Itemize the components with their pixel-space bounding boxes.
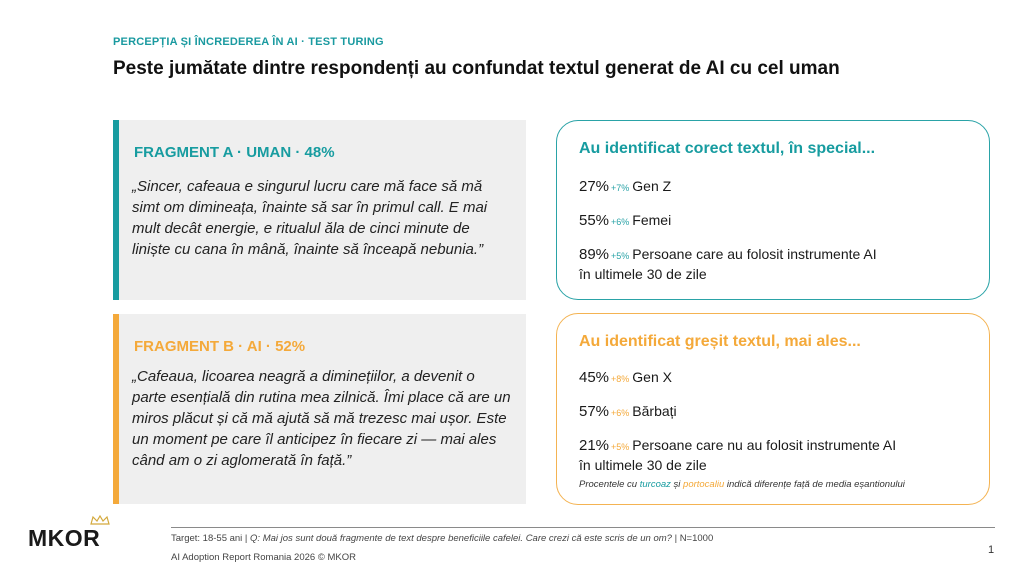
fragment-b-title: FRAGMENT B · AI · 52%: [134, 338, 306, 355]
footnote: Target: 18-55 ani | Q: Mai jos sunt două…: [171, 533, 713, 544]
stat-row: 55% +6% Femei: [579, 211, 959, 231]
note-text: și: [670, 479, 684, 490]
fragment-a-accent-bar: [113, 120, 119, 300]
stat-delta: +7%: [611, 183, 630, 193]
correct-card-title: Au identificat corect textul, în special…: [579, 140, 876, 157]
section-eyebrow: PERCEPȚIA ȘI ÎNCREDEREA ÎN AI · TEST TUR…: [113, 36, 384, 48]
note-teal-word: turcoaz: [639, 479, 671, 490]
correct-identification-card: Au identificat corect textul, în special…: [556, 120, 990, 300]
stat-label: Persoane care au folosit instrumente AI: [632, 246, 877, 262]
stat-row: 45% +8% Gen X: [579, 368, 959, 388]
report-credit: AI Adoption Report Romania 2026 © MKOR: [171, 552, 356, 563]
stat-label: Bărbați: [632, 403, 677, 419]
fragment-b-quote: „Cafeaua, licoarea neagră a diminețiilor…: [132, 368, 511, 469]
fragment-b-accent-bar: [113, 314, 119, 504]
stat-delta: +5%: [611, 442, 630, 452]
stat-delta: +8%: [611, 374, 630, 384]
stat-delta: +5%: [611, 251, 630, 261]
note-text: Procentele cu: [579, 479, 640, 490]
mkor-logo: MKOR: [28, 515, 110, 552]
stat-percent: 27%: [579, 178, 610, 195]
wrong-identification-card: Au identificat greșit textul, mai ales..…: [556, 313, 990, 505]
note-orange-word: portocaliu: [683, 479, 725, 490]
stat-label: Gen Z: [632, 178, 672, 194]
footnote-sample: | N=1000: [671, 533, 714, 544]
stat-row: 89% +5% Persoane care au folosit instrumen…: [579, 245, 959, 283]
stat-percent: 21%: [579, 437, 610, 454]
page-number: 1: [988, 544, 995, 556]
stat-percent: 57%: [579, 403, 610, 420]
stat-row: 21% +5% Persoane care nu au folosit instru…: [579, 436, 959, 474]
footnote-target: Target: 18-55 ani |: [171, 533, 251, 544]
stat-label: Femei: [632, 212, 672, 228]
stat-percent: 89%: [579, 246, 610, 263]
stat-percent: 55%: [579, 212, 610, 229]
stat-row: 27% +7% Gen Z: [579, 177, 959, 197]
fragment-a-panel: FRAGMENT A · UMAN · 48% „Sincer, cafeaua…: [113, 120, 526, 300]
footnote-question: Q: Mai jos sunt două fragmente de text d…: [250, 533, 672, 544]
note-text: indică diferențe față de media eșantionu…: [724, 479, 905, 490]
logo-text: MKOR: [28, 525, 101, 551]
page-title: Peste jumătate dintre respondenți au con…: [113, 58, 840, 79]
footer-divider: [171, 527, 995, 528]
fragment-a-quote: „Sincer, cafeaua e singurul lucru care m…: [132, 178, 488, 258]
wrong-card-title: Au identificat greșit textul, mai ales..…: [579, 333, 861, 350]
crown-icon: [90, 515, 110, 525]
stat-delta: +6%: [611, 408, 630, 418]
stat-label-line2: în ultimele 30 de zile: [579, 266, 707, 282]
fragment-a-title: FRAGMENT A · UMAN · 48%: [134, 144, 335, 161]
stat-label: Persoane care nu au folosit instrumente …: [632, 437, 897, 453]
stat-row: 57% +6% Bărbați: [579, 402, 959, 422]
stat-percent: 45%: [579, 369, 610, 386]
color-legend-note: Procentele cu turcoaz și portocaliu indi…: [579, 479, 905, 490]
stat-label: Gen X: [632, 369, 672, 385]
stat-delta: +6%: [611, 217, 630, 227]
stat-label-line2: în ultimele 30 de zile: [579, 457, 707, 473]
fragment-b-panel: FRAGMENT B · AI · 52% „Cafeaua, licoarea…: [113, 314, 526, 504]
